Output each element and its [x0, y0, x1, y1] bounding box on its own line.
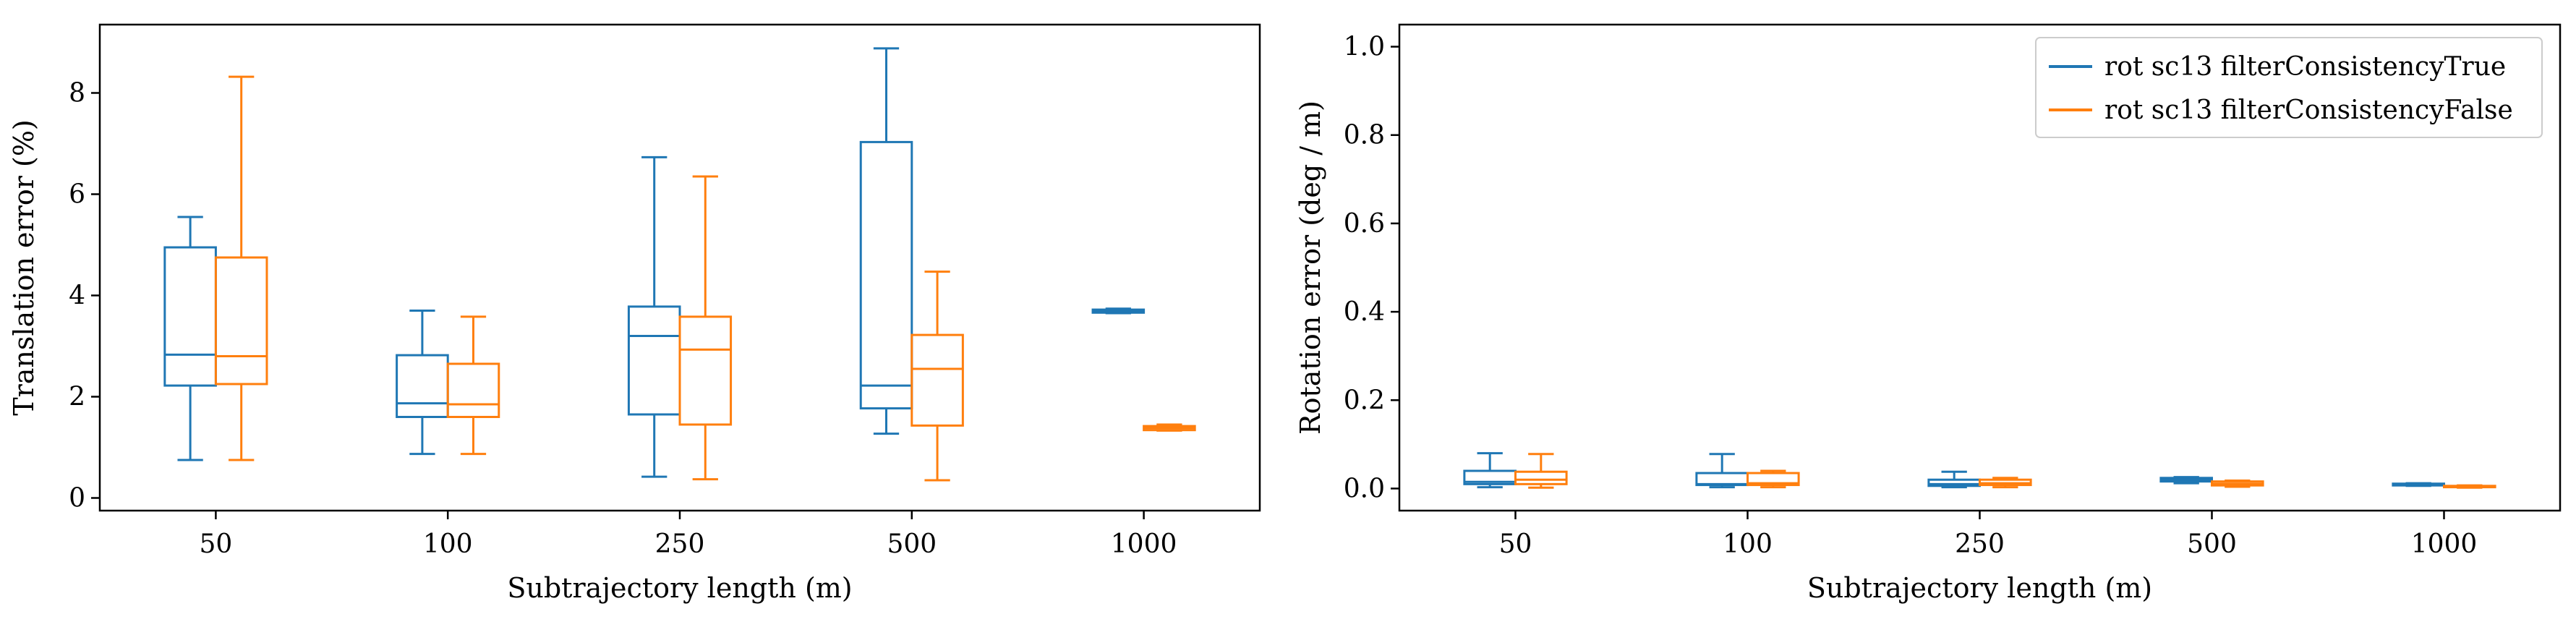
translation-box-series1-100 [446, 315, 500, 456]
rotation-box-series1-250 [1979, 477, 2032, 489]
rotation-y-tick-label: 0.4 [1344, 297, 1385, 327]
rotation-box-series1-50 [1514, 453, 1568, 489]
translation-plot-frame [98, 23, 1261, 512]
translation-box-series1-500 [910, 270, 964, 482]
rotation-box-series1-100 [1747, 469, 1800, 489]
rotation-x-tick-label: 1000 [2411, 529, 2478, 559]
legend-label-filter-false: rot sc13 filterConsistencyFalse [2104, 95, 2513, 125]
rotation-y-tick-label: 1.0 [1344, 33, 1385, 62]
rotation-box-series1-500 [2211, 479, 2264, 488]
translation-y-tick-label: 4 [69, 281, 85, 311]
translation-box-series0-1000 [1091, 307, 1146, 315]
translation-y-tick-label: 6 [69, 180, 85, 210]
rotation-error-panel: 0.0 0.2 0.4 0.6 0.8 1.0 50 100 250 500 1000 Subtra… [1295, 23, 2562, 604]
rotation-box-series1-1000 [2443, 484, 2496, 489]
legend-label-filter-true: rot sc13 filterConsistencyTrue [2104, 52, 2506, 82]
translation-y-tick-label: 2 [69, 383, 85, 412]
translation-x-axis-label: Subtrajectory length (m) [507, 572, 852, 604]
translation-y-axis-label: Translation error (%) [8, 119, 40, 416]
translation-box-series1-50 [214, 75, 268, 461]
rotation-x-axis-label: Subtrajectory length (m) [1807, 572, 2152, 604]
translation-x-tick-label: 50 [199, 529, 232, 559]
rotation-x-tick-label: 500 [2187, 529, 2237, 559]
translation-y-tick-label: 0 [69, 484, 85, 514]
iqr-box [214, 256, 268, 385]
translation-x-tick-label: 250 [655, 529, 705, 559]
translation-box-series1-1000 [1143, 423, 1196, 432]
translation-y-tick-label: 8 [69, 79, 85, 108]
rotation-plot-frame [1398, 23, 2562, 512]
iqr-box [678, 315, 733, 426]
rotation-y-tick-label: 0.6 [1344, 209, 1385, 239]
iqr-box [1747, 472, 1800, 487]
rotation-y-tick-label: 0.2 [1344, 385, 1385, 415]
rotation-boxes [1463, 452, 2496, 489]
translation-box-series0-500 [859, 47, 913, 435]
translation-box-series1-250 [678, 175, 733, 481]
rotation-y-axis-label: Rotation error (deg / m) [1295, 101, 1326, 435]
iqr-box [446, 362, 500, 418]
iqr-box [859, 140, 913, 410]
rotation-box-series0-1000 [2392, 482, 2445, 487]
translation-x-tick-label: 100 [423, 529, 473, 559]
iqr-box [910, 333, 964, 427]
rotation-x-tick-label: 100 [1723, 529, 1773, 559]
rotation-y-tick-label: 0.0 [1344, 474, 1385, 503]
translation-ticks: 0 2 4 6 8 50 100 250 500 1000 [69, 79, 1177, 560]
translation-boxes [163, 47, 1196, 482]
rotation-x-tick-label: 50 [1499, 529, 1532, 559]
iqr-box [1514, 470, 1568, 485]
translation-error-panel: 0 2 4 6 8 50 100 250 500 1000 Subtrajectory lengt… [8, 23, 1261, 604]
legend: rot sc13 filterConsistencyTrue rot sc13 … [2035, 37, 2543, 138]
legend-frame [2035, 37, 2543, 138]
rotation-x-tick-label: 250 [1955, 529, 2005, 559]
translation-box-series0-50 [163, 216, 217, 461]
rotation-box-series0-500 [2159, 476, 2213, 485]
rotation-box-series0-100 [1695, 453, 1749, 489]
rotation-y-tick-label: 0.8 [1344, 121, 1385, 150]
translation-x-tick-label: 500 [887, 529, 937, 559]
rotation-ticks: 0.0 0.2 0.4 0.6 0.8 1.0 50 100 250 500 1000 [1344, 33, 2478, 559]
translation-x-tick-label: 1000 [1111, 529, 1177, 559]
